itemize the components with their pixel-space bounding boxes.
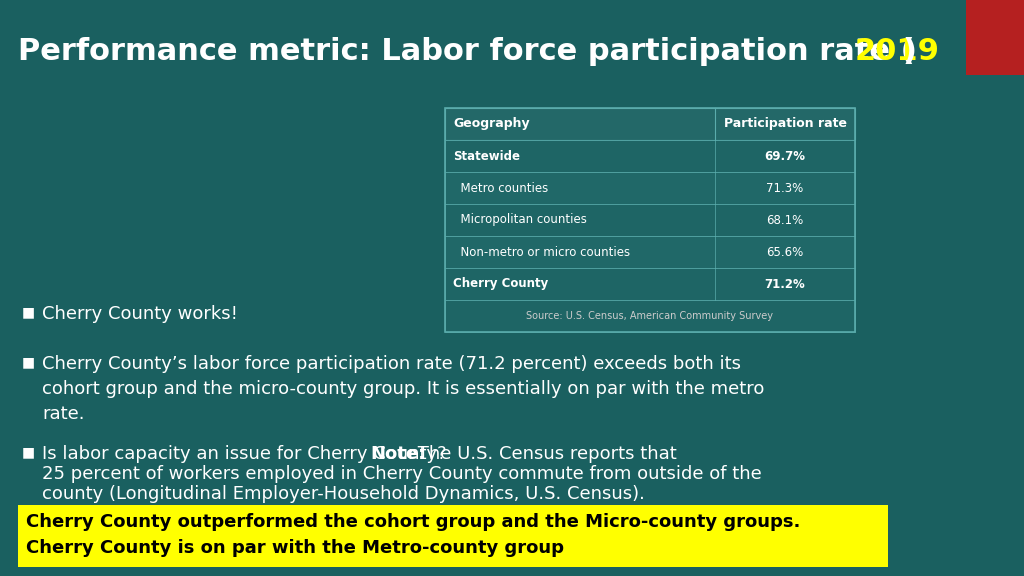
Text: Statewide: Statewide [453, 150, 520, 162]
Text: Micropolitan counties: Micropolitan counties [453, 214, 587, 226]
Text: 69.7%: 69.7% [765, 150, 806, 162]
Bar [445, 108, 855, 332]
Text: ■: ■ [22, 445, 35, 459]
Bar [445, 172, 855, 204]
Bar [445, 236, 855, 268]
Text: county (Longitudinal Employer-Household Dynamics, U.S. Census).: county (Longitudinal Employer-Household … [42, 485, 645, 503]
Text: 65.6%: 65.6% [766, 245, 804, 259]
Text: The U.S. Census reports that: The U.S. Census reports that [412, 445, 677, 463]
Text: Geography: Geography [453, 118, 529, 131]
Bar [445, 268, 855, 300]
Text: 68.1%: 68.1% [766, 214, 804, 226]
Text: Metro counties: Metro counties [453, 181, 548, 195]
Text: ■: ■ [22, 305, 35, 319]
Text: 71.3%: 71.3% [766, 181, 804, 195]
Text: Performance metric: Labor force participation rate (: Performance metric: Labor force particip… [18, 37, 914, 66]
Text: Cherry County works!: Cherry County works! [42, 305, 238, 323]
Text: 25 percent of workers employed in Cherry County commute from outside of the: 25 percent of workers employed in Cherry… [42, 465, 762, 483]
Text: Non-metro or micro counties: Non-metro or micro counties [453, 245, 630, 259]
Text: Source: U.S. Census, American Community Survey: Source: U.S. Census, American Community … [526, 311, 773, 321]
Bar [445, 204, 855, 236]
Text: 2019: 2019 [855, 37, 940, 66]
Text: Participation rate: Participation rate [724, 118, 847, 131]
Bar [445, 140, 855, 172]
Bar [445, 108, 855, 140]
Text: Cherry County’s labor force participation rate (71.2 percent) exceeds both its
c: Cherry County’s labor force participatio… [42, 355, 764, 423]
Text: Note:: Note: [370, 445, 425, 463]
Text: Cherry County outperformed the cohort group and the Micro-county groups.: Cherry County outperformed the cohort gr… [26, 513, 801, 531]
Text: Cherry County is on par with the Metro-county group: Cherry County is on par with the Metro-c… [26, 539, 564, 557]
Text: ■: ■ [22, 355, 35, 369]
Bar [445, 300, 855, 332]
Text: ): ) [903, 37, 918, 66]
Text: Cherry County: Cherry County [453, 278, 548, 290]
Text: Is labor capacity an issue for Cherry County?: Is labor capacity an issue for Cherry Co… [42, 445, 453, 463]
Bar [966, 0, 1024, 75]
Text: 71.2%: 71.2% [765, 278, 805, 290]
Bar [18, 505, 888, 567]
